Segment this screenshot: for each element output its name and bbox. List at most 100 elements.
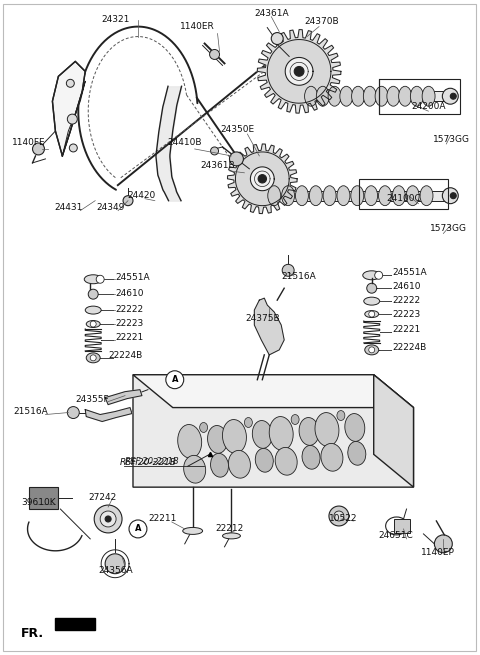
Ellipse shape bbox=[337, 411, 345, 421]
Polygon shape bbox=[228, 144, 297, 214]
Ellipse shape bbox=[348, 441, 366, 465]
Circle shape bbox=[33, 143, 45, 155]
Ellipse shape bbox=[375, 86, 388, 106]
Text: 22221: 22221 bbox=[393, 326, 421, 335]
Circle shape bbox=[450, 93, 456, 99]
Text: 1140ER: 1140ER bbox=[180, 22, 215, 31]
Text: 24350E: 24350E bbox=[220, 124, 254, 134]
Text: 24356A: 24356A bbox=[99, 566, 133, 575]
Text: 24321: 24321 bbox=[101, 15, 129, 24]
Ellipse shape bbox=[299, 417, 319, 445]
Ellipse shape bbox=[363, 86, 376, 106]
Polygon shape bbox=[133, 375, 413, 487]
Circle shape bbox=[66, 79, 74, 87]
Text: 22223: 22223 bbox=[115, 318, 144, 328]
Text: 24551A: 24551A bbox=[393, 268, 427, 277]
Text: 24100C: 24100C bbox=[386, 194, 421, 203]
Text: 22222: 22222 bbox=[115, 305, 143, 314]
Ellipse shape bbox=[365, 310, 379, 318]
Ellipse shape bbox=[328, 86, 341, 106]
Circle shape bbox=[329, 506, 349, 526]
Ellipse shape bbox=[321, 443, 343, 471]
Circle shape bbox=[69, 144, 77, 152]
Ellipse shape bbox=[184, 455, 205, 483]
Circle shape bbox=[129, 520, 147, 538]
Polygon shape bbox=[52, 62, 85, 156]
Circle shape bbox=[90, 321, 96, 327]
Polygon shape bbox=[133, 375, 413, 407]
Text: 22224B: 22224B bbox=[393, 343, 427, 352]
Ellipse shape bbox=[406, 186, 419, 206]
Text: 39610K: 39610K bbox=[21, 498, 56, 506]
Ellipse shape bbox=[255, 449, 273, 472]
Bar bbox=[299, 91, 448, 102]
Circle shape bbox=[67, 114, 77, 124]
Bar bbox=[359, 179, 448, 209]
Ellipse shape bbox=[282, 186, 295, 206]
Bar bbox=[394, 519, 409, 533]
Text: 24610: 24610 bbox=[115, 289, 144, 297]
Circle shape bbox=[100, 511, 116, 527]
Text: 1573GG: 1573GG bbox=[433, 134, 470, 143]
Ellipse shape bbox=[340, 86, 353, 106]
Text: 21516A: 21516A bbox=[13, 407, 48, 416]
Ellipse shape bbox=[387, 86, 400, 106]
Polygon shape bbox=[55, 618, 95, 630]
Ellipse shape bbox=[365, 345, 379, 355]
Ellipse shape bbox=[269, 417, 293, 451]
Circle shape bbox=[88, 290, 98, 299]
Ellipse shape bbox=[337, 186, 350, 206]
Ellipse shape bbox=[351, 186, 364, 206]
Ellipse shape bbox=[363, 271, 381, 280]
Circle shape bbox=[105, 516, 111, 522]
Text: 24375B: 24375B bbox=[245, 314, 280, 322]
Text: 24610: 24610 bbox=[393, 282, 421, 291]
Ellipse shape bbox=[211, 453, 228, 477]
Ellipse shape bbox=[86, 353, 100, 363]
Ellipse shape bbox=[392, 186, 405, 206]
Polygon shape bbox=[28, 487, 59, 509]
Ellipse shape bbox=[252, 421, 272, 448]
Ellipse shape bbox=[302, 445, 320, 469]
Text: 1573GG: 1573GG bbox=[431, 224, 468, 233]
Circle shape bbox=[294, 67, 304, 76]
Circle shape bbox=[123, 196, 133, 206]
Ellipse shape bbox=[85, 306, 101, 314]
Circle shape bbox=[369, 347, 375, 353]
Text: 1140EP: 1140EP bbox=[421, 548, 456, 557]
Circle shape bbox=[211, 147, 218, 155]
Text: 22223: 22223 bbox=[393, 310, 421, 318]
Text: 27242: 27242 bbox=[88, 493, 116, 502]
Text: 22211: 22211 bbox=[149, 514, 177, 523]
Ellipse shape bbox=[305, 86, 317, 106]
Circle shape bbox=[367, 283, 377, 293]
Text: 24349: 24349 bbox=[96, 203, 124, 212]
Bar bbox=[379, 79, 460, 114]
Bar bbox=[262, 191, 448, 200]
Ellipse shape bbox=[275, 447, 297, 475]
Polygon shape bbox=[85, 407, 132, 422]
Polygon shape bbox=[285, 58, 313, 85]
Ellipse shape bbox=[228, 451, 251, 478]
Circle shape bbox=[210, 50, 219, 60]
Ellipse shape bbox=[315, 413, 339, 446]
Circle shape bbox=[443, 88, 458, 104]
Text: 24551A: 24551A bbox=[115, 272, 150, 282]
Circle shape bbox=[90, 355, 96, 361]
Ellipse shape bbox=[222, 420, 246, 453]
Polygon shape bbox=[251, 167, 274, 191]
Text: 1140FE: 1140FE bbox=[12, 138, 45, 147]
Ellipse shape bbox=[86, 320, 100, 328]
Ellipse shape bbox=[268, 186, 281, 206]
Text: 24651C: 24651C bbox=[378, 531, 413, 540]
Circle shape bbox=[67, 407, 79, 419]
Text: 22221: 22221 bbox=[115, 333, 144, 343]
Text: 10522: 10522 bbox=[329, 514, 357, 523]
Ellipse shape bbox=[207, 426, 228, 453]
Polygon shape bbox=[105, 390, 142, 405]
Ellipse shape bbox=[178, 424, 202, 458]
Polygon shape bbox=[236, 152, 289, 206]
Text: A: A bbox=[171, 375, 178, 384]
Ellipse shape bbox=[200, 422, 207, 432]
Text: 21516A: 21516A bbox=[282, 272, 316, 281]
